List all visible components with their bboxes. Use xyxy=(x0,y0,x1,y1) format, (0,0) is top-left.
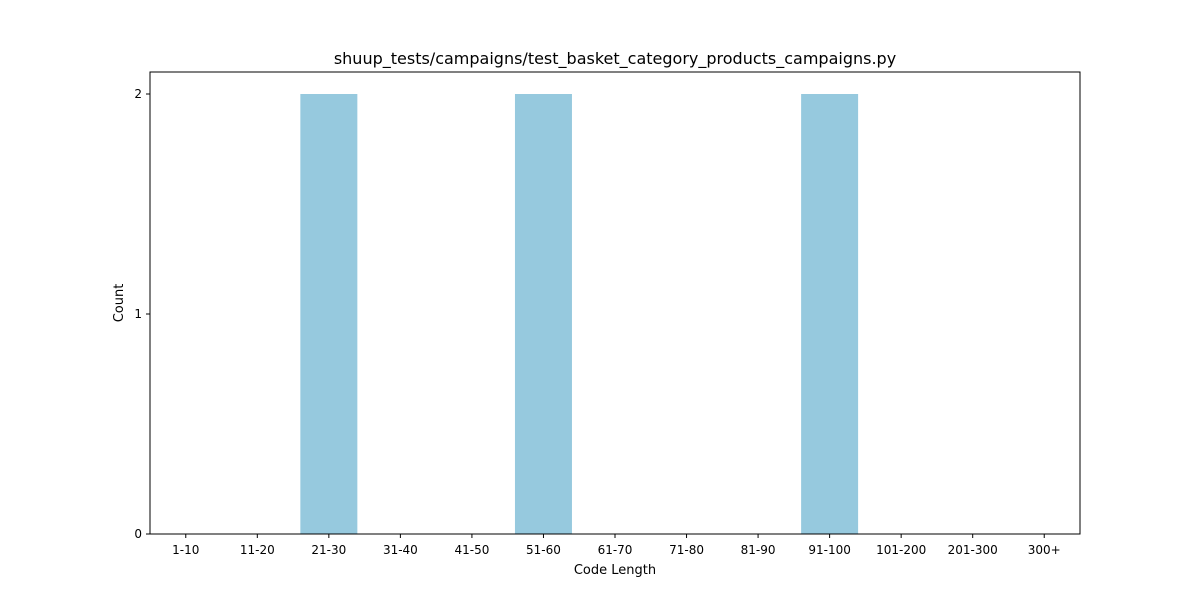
x-tick-label: 201-300 xyxy=(948,543,998,557)
x-tick-label: 1-10 xyxy=(172,543,199,557)
x-tick-label: 61-70 xyxy=(598,543,633,557)
x-tick-label: 11-20 xyxy=(240,543,275,557)
x-axis-label: Code Length xyxy=(574,563,656,578)
x-axis-ticks: 1-10 11-20 21-30 31-40 41-50 51-60 61-70 71-80 8… xyxy=(172,534,1061,557)
x-tick-label: 41-50 xyxy=(454,543,489,557)
y-axis-label: Count xyxy=(112,284,127,323)
y-axis-ticks: 0 1 2 xyxy=(134,87,150,541)
plot-area-frame xyxy=(149,71,1081,535)
x-tick-label: 81-90 xyxy=(741,543,776,557)
bar-21-30 xyxy=(300,94,358,534)
y-tick-label: 1 xyxy=(134,307,142,321)
bars-layer xyxy=(300,94,859,534)
x-tick-label: 91-100 xyxy=(808,543,851,557)
x-tick-label: 300+ xyxy=(1028,543,1061,557)
x-tick-label: 101-200 xyxy=(876,543,926,557)
x-tick-label: 71-80 xyxy=(669,543,704,557)
bar-91-100 xyxy=(801,94,859,534)
x-tick-label: 21-30 xyxy=(311,543,346,557)
chart-title: shuup_tests/campaigns/test_basket_catego… xyxy=(334,49,896,69)
y-tick-label: 0 xyxy=(134,527,142,541)
x-tick-label: 31-40 xyxy=(383,543,418,557)
x-tick-label: 51-60 xyxy=(526,543,561,557)
y-tick-label: 2 xyxy=(134,87,142,101)
bar-51-60 xyxy=(514,94,572,534)
